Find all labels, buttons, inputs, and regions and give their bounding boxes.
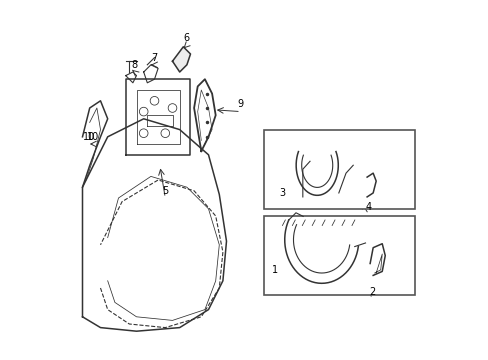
Text: 1: 1: [271, 265, 278, 275]
Text: 7: 7: [151, 53, 157, 63]
Bar: [264, 130, 415, 209]
Text: 10: 10: [87, 132, 99, 142]
Bar: [264, 216, 415, 295]
Text: 3: 3: [279, 188, 285, 198]
Text: 6: 6: [183, 33, 189, 43]
Text: 8: 8: [131, 60, 138, 70]
Text: 10: 10: [82, 132, 95, 142]
Text: 4: 4: [365, 202, 371, 212]
Text: 5: 5: [162, 186, 168, 196]
Text: 2: 2: [368, 287, 375, 297]
Text: 9: 9: [237, 99, 244, 109]
Polygon shape: [172, 47, 190, 72]
